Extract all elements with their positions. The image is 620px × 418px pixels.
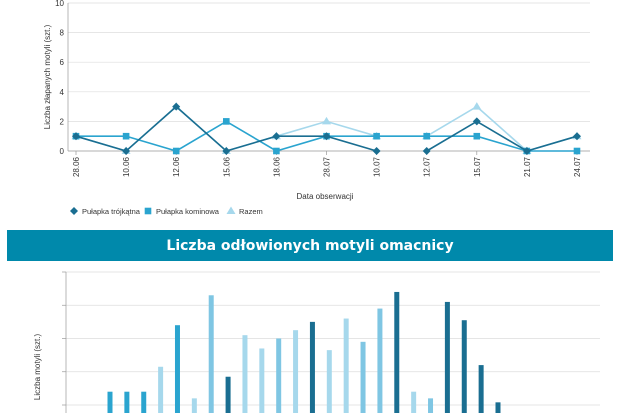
- legend-label: Pułapka trójkątna: [82, 207, 141, 216]
- legend-label: Pułapka kominowa: [156, 207, 220, 216]
- line-series-path: [75, 105, 377, 152]
- line-chart-y-tick-label: 4: [60, 88, 65, 97]
- line-series-point: [322, 116, 331, 125]
- line-chart-y-tick-label: 2: [60, 117, 65, 126]
- bar: [276, 338, 282, 413]
- bar: [411, 391, 417, 413]
- bar: [124, 391, 130, 413]
- bar: [174, 325, 180, 413]
- line-series-point: [122, 132, 130, 140]
- bar: [394, 291, 400, 413]
- line-series-point: [422, 147, 431, 155]
- line-chart-x-ticks: 28.06 10.06 12.06 15.06 18.06 28.07 10.07 12.07…: [72, 151, 582, 177]
- line-series-path: [426, 120, 578, 152]
- line-chart-x-tick-label: 15.06: [222, 156, 231, 177]
- line-chart-x-tick-label: 28.06: [72, 156, 81, 177]
- bar: [259, 348, 265, 413]
- line-chart-y-tick-label: 8: [60, 29, 65, 38]
- bar: [377, 308, 383, 413]
- bar: [461, 320, 467, 413]
- bar-chart-y-axis-label: Liczba motyli (szt.): [33, 334, 42, 401]
- line-series-point: [172, 147, 180, 155]
- line-series-point: [122, 147, 131, 155]
- line-chart-y-tick-label: 0: [60, 147, 65, 156]
- line-chart-x-tick-label: 12.07: [423, 156, 432, 177]
- line-series-point: [423, 132, 430, 140]
- line-chart-x-tick-label: 10.07: [373, 156, 382, 177]
- bar: [478, 365, 484, 413]
- line-series-point: [223, 118, 230, 125]
- line-series-point: [522, 147, 531, 155]
- bar: [191, 398, 197, 413]
- bar-chart-title: Liczba odłowionych motyli omacnicy: [166, 238, 453, 254]
- line-chart-x-tick-label: 18.06: [272, 156, 281, 177]
- bar-chart-title-band: [7, 230, 613, 261]
- legend-marker: [70, 207, 78, 215]
- bar: [309, 321, 315, 413]
- line-chart-x-tick-label: 10.06: [122, 156, 131, 177]
- bar: [495, 402, 501, 413]
- bar-chart: Liczba motyli (szt.): [33, 271, 600, 413]
- line-series-diamond: [72, 102, 581, 155]
- line-chart-y-tick-label: 6: [60, 58, 65, 67]
- bar: [343, 318, 349, 413]
- line-chart: 0 2 4 6 8 10 28.06 10.06 12.06 15.06 18.06 28.07 10…: [43, 0, 590, 216]
- line-chart-y-axis-label: Liczba złapanych motyli (szt.): [43, 24, 52, 129]
- bar: [444, 301, 450, 413]
- line-chart-x-axis-label: Data obserwacji: [297, 192, 354, 201]
- bar: [293, 330, 299, 413]
- bar: [428, 398, 434, 413]
- bar: [107, 391, 113, 413]
- line-chart-legend: Pułapka trójkątna Pułapka kominowa Razem: [70, 206, 263, 216]
- line-chart-y-tick-label: 10: [55, 0, 64, 8]
- legend-marker: [144, 207, 152, 215]
- line-series-point: [72, 132, 80, 141]
- line-series-point: [222, 147, 231, 155]
- line-chart-x-tick-label: 12.06: [172, 156, 181, 177]
- bar-chart-bars: [107, 291, 501, 413]
- line-series-point: [273, 147, 280, 155]
- line-series-point: [573, 132, 581, 141]
- bar: [141, 391, 147, 413]
- line-chart-series: [71, 102, 582, 155]
- line-series-point: [573, 147, 581, 155]
- line-chart-x-tick-label: 15.07: [473, 156, 482, 177]
- line-chart-x-tick-label: 28.07: [323, 156, 332, 177]
- line-series-point: [322, 132, 331, 141]
- line-series-point: [472, 102, 482, 110]
- line-series-point: [172, 102, 181, 111]
- line-series-triangle: [71, 102, 582, 154]
- bar: [225, 376, 231, 413]
- bar: [360, 341, 366, 413]
- line-series-point: [373, 132, 380, 140]
- line-chart-gridlines: [67, 2, 590, 152]
- bar: [208, 295, 214, 413]
- line-chart-x-tick-label: 24.07: [573, 156, 582, 177]
- bar-chart-gridlines: [62, 271, 600, 413]
- legend-label: Razem: [239, 207, 263, 216]
- line-chart-y-ticks: 0 2 4 6 8 10: [55, 0, 64, 156]
- line-series-point: [472, 117, 481, 126]
- bar: [158, 366, 164, 413]
- bar: [326, 350, 332, 413]
- line-chart-x-tick-label: 21.07: [523, 156, 532, 177]
- legend-marker: [226, 206, 236, 214]
- line-series-point: [473, 132, 481, 140]
- line-series-point: [372, 147, 381, 155]
- bar: [242, 335, 248, 413]
- line-series-point: [272, 132, 281, 141]
